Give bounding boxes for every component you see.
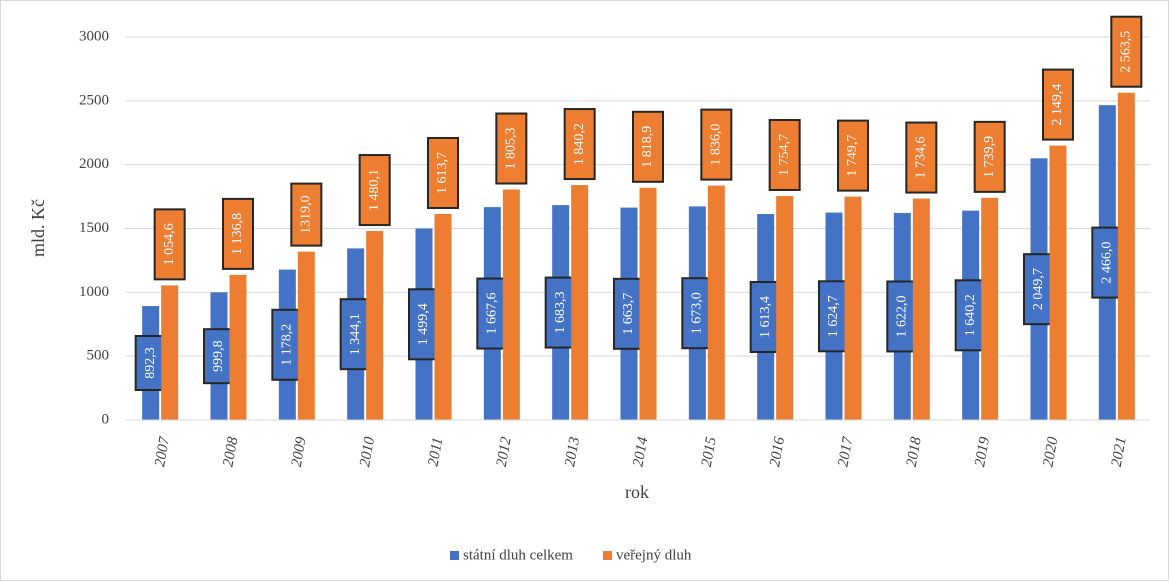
x-tick-label: 2012 — [494, 435, 515, 468]
data-label: 1 136,8 — [230, 213, 245, 255]
label-box — [1110, 15, 1143, 88]
y-tick-label: 2000 — [79, 156, 109, 172]
x-tick-label: 2015 — [699, 435, 720, 468]
label-box — [544, 276, 577, 349]
y-axis-title: mld. Kč — [28, 199, 48, 257]
data-label: 1 622,0 — [895, 295, 910, 337]
bar — [844, 196, 862, 420]
bar — [434, 213, 452, 420]
data-label: 1 663,7 — [621, 293, 636, 335]
data-label: 2 466,0 — [1100, 242, 1115, 284]
data-label: 2 563,5 — [1119, 31, 1134, 73]
y-tick-label: 1500 — [79, 220, 109, 236]
data-label: 1 836,0 — [709, 124, 724, 166]
label-box — [563, 108, 596, 181]
label-box — [222, 197, 254, 270]
data-label: 1 739,9 — [982, 136, 997, 178]
label-box — [973, 120, 1006, 193]
bar — [502, 189, 520, 420]
x-tick-label: 2010 — [357, 435, 378, 468]
y-tick-label: 500 — [87, 348, 110, 364]
label-box — [339, 298, 372, 371]
data-label: 1 683,3 — [553, 292, 568, 334]
data-label: 999,8 — [211, 340, 226, 372]
x-tick-label: 2020 — [1040, 435, 1061, 468]
data-label: 1 613,7 — [435, 152, 450, 194]
data-label: 1 673,0 — [690, 292, 705, 334]
y-tick-label: 2500 — [79, 92, 109, 108]
x-tick-label: 2017 — [835, 434, 856, 468]
data-label: 1 344,1 — [348, 313, 363, 355]
bar — [366, 231, 384, 420]
x-tick-label: 2018 — [904, 435, 925, 468]
bar — [912, 198, 930, 420]
bar — [776, 195, 794, 420]
label-box — [358, 154, 391, 227]
bar — [1117, 92, 1135, 420]
data-label: 1 840,2 — [572, 123, 587, 165]
bar — [297, 251, 315, 420]
label-box — [749, 281, 782, 354]
data-label: 1 054,6 — [162, 223, 177, 265]
data-label: 2 149,4 — [1050, 84, 1065, 126]
x-tick-label: 2008 — [220, 435, 241, 468]
label-box — [290, 182, 323, 247]
x-tick-label: 2009 — [289, 435, 310, 468]
label-box — [768, 118, 801, 191]
label-box — [632, 110, 664, 183]
x-tick-label: 2013 — [562, 436, 583, 468]
data-label: 1 613,4 — [758, 296, 773, 338]
label-box — [408, 288, 440, 361]
bar — [229, 274, 247, 420]
bar — [639, 187, 657, 420]
data-label: 1 818,9 — [640, 126, 655, 168]
label-box — [700, 108, 733, 181]
legend-swatch — [602, 551, 612, 560]
data-label: 892,3 — [143, 347, 158, 379]
label-box — [153, 208, 186, 281]
data-label: 1 667,6 — [485, 293, 500, 335]
label-box — [886, 280, 919, 353]
y-tick-label: 3000 — [79, 28, 109, 44]
label-box — [427, 136, 459, 209]
y-tick-label: 1000 — [79, 284, 109, 300]
bar — [981, 197, 999, 420]
bar — [571, 185, 589, 420]
x-axis-title: rok — [625, 482, 649, 502]
x-tick-label: 2021 — [1109, 436, 1130, 468]
label-box — [681, 277, 714, 350]
label-box — [495, 112, 528, 185]
bar — [161, 285, 179, 420]
data-label: 1 499,4 — [416, 303, 431, 345]
legend-label: státní dluh celkem — [463, 547, 573, 563]
x-tick-label: 2019 — [972, 435, 993, 468]
data-label: 1 749,7 — [845, 135, 860, 177]
bar — [707, 185, 725, 420]
y-tick-label: 0 — [102, 411, 110, 427]
data-label: 2 049,7 — [1031, 268, 1046, 310]
data-label: 1319,0 — [299, 195, 314, 234]
x-tick-label: 2014 — [630, 435, 651, 468]
data-label: 1 754,7 — [777, 134, 792, 176]
x-tick-label: 2007 — [152, 434, 173, 468]
legend-swatch — [450, 551, 459, 560]
label-box — [476, 277, 509, 350]
label-box — [905, 121, 938, 194]
data-label: 1 624,7 — [826, 295, 841, 337]
data-label: 1 640,2 — [963, 294, 978, 336]
x-tick-label: 2016 — [767, 435, 788, 468]
label-box — [1042, 68, 1074, 141]
legend-label: veřejný dluh — [616, 547, 692, 563]
label-box — [818, 280, 850, 353]
data-label: 1 480,1 — [367, 169, 382, 211]
data-label: 1 805,3 — [504, 128, 519, 170]
data-label: 1 734,6 — [914, 137, 929, 179]
bar — [1049, 145, 1067, 420]
x-tick-label: 2011 — [426, 436, 447, 467]
data-label: 1 178,2 — [280, 324, 295, 366]
label-box — [837, 119, 869, 192]
